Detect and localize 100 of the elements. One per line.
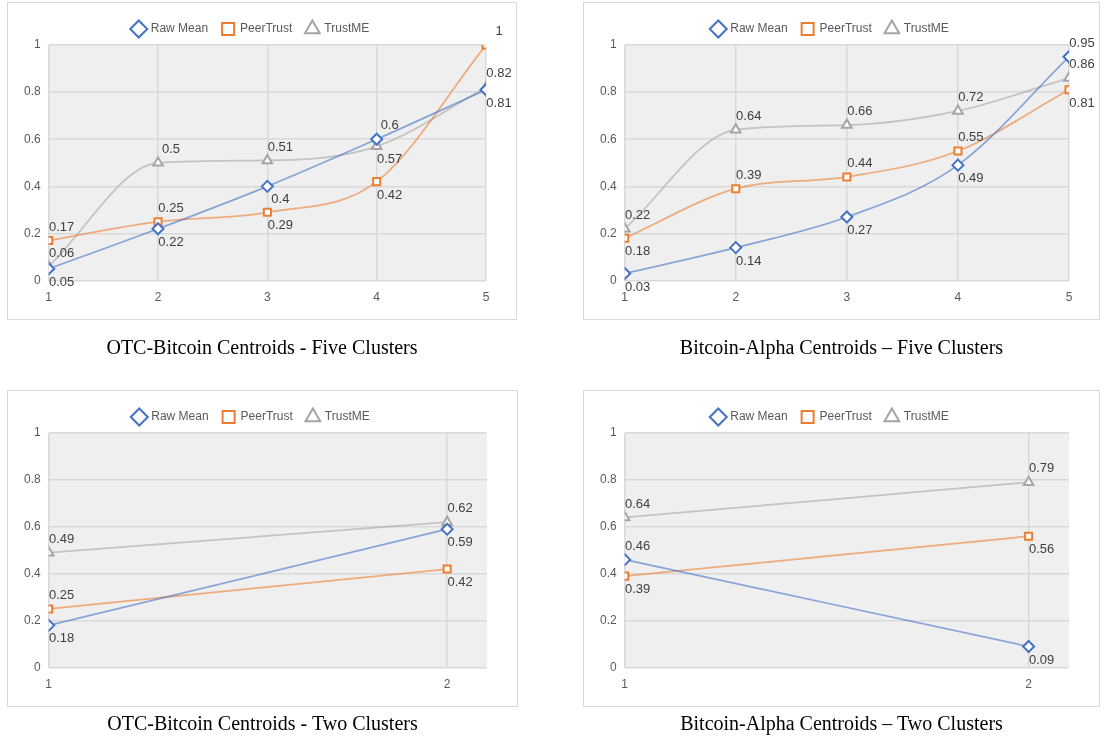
data-label: 0.82 (486, 65, 512, 81)
data-label: 0.6 (380, 117, 399, 133)
data-label: 0.18 (625, 243, 651, 259)
point (372, 177, 382, 187)
y-tick-label: 0.6 (23, 131, 41, 146)
x-tick-label: 3 (843, 290, 851, 305)
y-tick-label: 1 (33, 425, 41, 440)
legend-label: Raw Mean (150, 21, 209, 36)
point (953, 146, 963, 156)
data-label: 0.79 (1028, 460, 1055, 476)
data-label: 0.4 (271, 191, 290, 207)
data-label: 0.49 (49, 530, 75, 546)
point (730, 123, 742, 134)
legend-label: TrustME (324, 21, 370, 36)
y-tick-label: 0.8 (599, 472, 617, 487)
legend-label: TrustME (903, 409, 949, 424)
y-tick-label: 0.6 (599, 131, 617, 146)
data-label: 0.42 (447, 574, 473, 590)
data-label: 0.64 (625, 495, 651, 511)
y-tick-label: 0.8 (23, 84, 41, 99)
point (262, 207, 272, 217)
x-tick-label: 2 (154, 290, 162, 305)
data-label: 0.72 (958, 89, 984, 105)
data-label: 0.25 (158, 199, 184, 215)
data-label: 0.46 (625, 537, 651, 553)
data-label: 0.22 (625, 206, 651, 222)
point (442, 564, 452, 574)
y-tick-label: 0 (609, 659, 617, 674)
data-label: 0.81 (486, 94, 512, 110)
data-label: 1 (495, 23, 503, 39)
x-tick-label: 2 (732, 290, 740, 305)
point (1024, 531, 1034, 541)
text: OTC-Bitcoin Centroids - Two Clusters (106, 711, 419, 736)
data-label: 0.14 (736, 252, 762, 268)
data-label: 0.05 (49, 273, 75, 289)
y-tick-label: 1 (33, 37, 41, 52)
legend-label: PeerTrust (819, 21, 873, 36)
data-label: 0.66 (847, 103, 873, 119)
legend-label: PeerTrust (819, 409, 873, 424)
data-label: 0.39 (625, 581, 651, 597)
y-tick-label: 0.4 (599, 566, 617, 581)
legend-label: TrustME (903, 21, 949, 36)
data-label: 0.59 (447, 534, 473, 550)
y-tick-label: 0.2 (599, 225, 617, 240)
y-tick-label: 0 (609, 272, 617, 287)
data-label: 0.86 (1069, 56, 1095, 72)
point (951, 158, 965, 172)
x-tick-label: 1 (45, 677, 53, 692)
data-label: 0.06 (49, 244, 75, 260)
data-label: 0.95 (1069, 34, 1095, 50)
point (840, 210, 854, 224)
data-label: 0.27 (847, 222, 873, 238)
text: OTC-Bitcoin Centroids - Five Clusters (105, 335, 419, 360)
data-label: 0.57 (377, 151, 403, 167)
point (842, 172, 852, 182)
y-tick-label: 0.8 (599, 84, 617, 99)
data-label: 0.51 (267, 138, 293, 154)
legend-label: Raw Mean (730, 21, 788, 36)
x-tick-label: 1 (45, 290, 53, 305)
data-label: 0.42 (377, 186, 403, 202)
data-label: 0.55 (958, 129, 984, 145)
x-tick-label: 2 (443, 677, 451, 692)
x-tick-label: 5 (1065, 290, 1073, 305)
point (841, 118, 853, 129)
y-tick-label: 0.6 (599, 519, 617, 534)
point (729, 241, 743, 255)
y-tick-label: 0.4 (23, 178, 41, 193)
point (370, 132, 384, 146)
data-label: 0.22 (158, 233, 184, 249)
legend-label: TrustME (324, 409, 370, 424)
data-label: 0.25 (49, 587, 75, 603)
legend-label: PeerTrust (240, 21, 294, 36)
x-tick-label: 1 (621, 677, 629, 692)
data-label: 0.64 (736, 107, 762, 123)
point (731, 184, 741, 194)
y-tick-label: 0.4 (599, 178, 617, 193)
legend-label: Raw Mean (730, 409, 788, 424)
point (261, 153, 274, 165)
y-tick-label: 0.4 (23, 566, 41, 581)
data-label: 0.29 (267, 217, 293, 233)
point (151, 222, 165, 236)
y-tick-label: 0.2 (599, 612, 617, 627)
x-tick-label: 4 (373, 290, 381, 305)
data-label: 0.56 (1028, 541, 1055, 557)
legend-label: PeerTrust (240, 409, 294, 424)
y-tick-label: 0.2 (23, 225, 41, 240)
point (952, 104, 964, 115)
point (152, 156, 164, 167)
y-tick-label: 1 (609, 425, 617, 440)
x-tick-label: 3 (264, 290, 271, 305)
y-tick-label: 0.6 (23, 519, 41, 534)
text: Bitcoin-Alpha Centroids – Five Clusters (678, 335, 1005, 360)
x-tick-label: 2 (1025, 677, 1033, 692)
y-tick-label: 0 (33, 659, 41, 674)
data-label: 0.49 (958, 170, 984, 186)
data-label: 0.81 (1069, 94, 1095, 110)
x-tick-label: 4 (954, 290, 962, 305)
y-tick-label: 0.8 (23, 472, 41, 487)
data-label: 0.62 (447, 500, 473, 516)
text: Bitcoin-Alpha Centroids – Two Clusters (679, 711, 1004, 736)
